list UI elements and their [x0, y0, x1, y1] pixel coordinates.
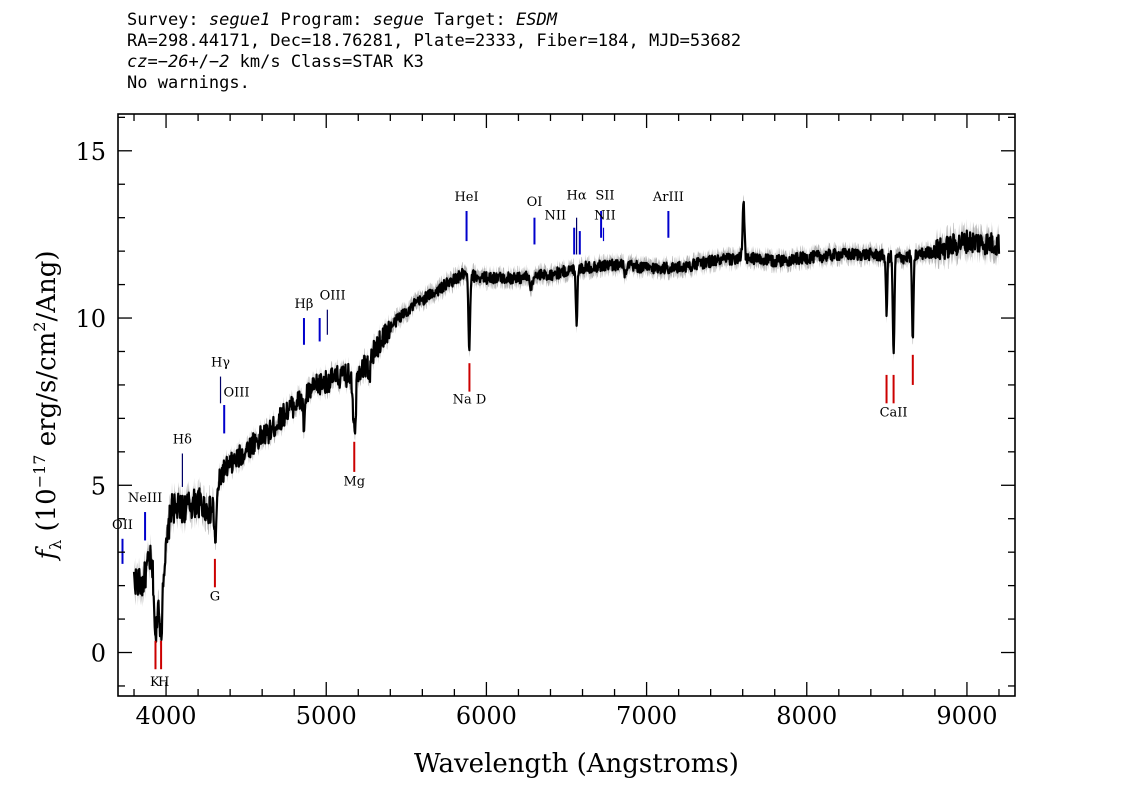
absorption-label-2: G: [210, 590, 220, 605]
absorption-label-0: K: [150, 675, 160, 690]
y-tick-label-10: 10: [75, 305, 106, 333]
absorption-label-4: Na D: [453, 392, 487, 407]
emission-label-11: Hα: [567, 188, 587, 203]
header-survey-run-4: Target:: [423, 10, 516, 30]
header-survey-run-2: Program:: [270, 10, 373, 30]
error-band-layer: [134, 194, 999, 654]
header-redshift-run-2: +/: [188, 52, 209, 72]
emission-label-4: OIII: [223, 386, 249, 401]
header-redshift-run-1: −26: [157, 52, 189, 72]
x-tick-label-8000: 8000: [776, 702, 837, 730]
emission-label-8: HeI: [454, 190, 478, 205]
emission-label-15: ArIII: [652, 190, 684, 205]
header-line-coordinates: RA=298.44171, Dec=18.76281, Plate=2333, …: [127, 31, 742, 51]
header-survey-run-1: segue1: [208, 10, 271, 30]
y-label-exp: −17: [30, 455, 49, 489]
emission-label-10: NII: [544, 208, 566, 223]
header-survey-run-5: ESDM: [515, 10, 557, 30]
emission-label-3: Hγ: [211, 356, 230, 371]
y-label-lambda: λ: [46, 540, 65, 550]
y-label-post: /Ang): [32, 250, 62, 321]
header-redshift-run-3: −2: [208, 52, 230, 72]
absorption-label-3: Mg: [343, 474, 365, 489]
spectrum-header: Survey: segue1 Program: segue Target: ES…: [127, 10, 741, 94]
header-survey-run-3: segue: [372, 10, 424, 30]
x-axis-label: Wavelength (Angstroms): [414, 749, 739, 779]
emission-label-14: NII: [594, 208, 616, 223]
absorption-label-1: H: [158, 675, 169, 690]
plot-frame: [117, 113, 1016, 697]
x-tick-label-7000: 7000: [616, 702, 677, 730]
emission-label-0: OII: [112, 518, 133, 533]
y-tick-label-5: 5: [91, 472, 106, 500]
x-tick-label-6000: 6000: [456, 702, 517, 730]
emission-label-13: SII: [595, 188, 614, 203]
error-band: [134, 194, 999, 654]
y-tick-label-15: 15: [75, 138, 106, 166]
x-tick-label-9000: 9000: [936, 702, 997, 730]
header-line-survey: Survey: segue1 Program: segue Target: ES…: [127, 10, 741, 31]
header-line-warnings: No warnings.: [127, 73, 250, 93]
y-label-sq: 2: [30, 322, 49, 332]
header-redshift-run-4: km/s Class=STAR K3: [229, 52, 424, 72]
x-tick-label-4000: 4000: [136, 702, 197, 730]
header-line-redshift: cz=−26+/−2 km/s Class=STAR K3: [127, 52, 741, 73]
axes: 4000 5000 6000 7000 8000 9000 0 5 10 15 Wavelength…: [30, 113, 1016, 779]
header-redshift-run-0: cz=: [127, 52, 158, 72]
emission-label-1: NeIII: [128, 491, 162, 506]
emission-label-6: OIII: [320, 289, 346, 304]
x-tick-label-5000: 5000: [296, 702, 357, 730]
flux-layer: [132, 200, 1001, 643]
y-tick-label-0: 0: [91, 640, 106, 668]
emission-label-9: OI: [527, 195, 543, 210]
y-label-mid: erg/s/cm: [32, 332, 62, 455]
emission-label-2: Hδ: [173, 432, 192, 447]
flux-line: [132, 200, 1001, 643]
absorption-label-5: CaII: [880, 406, 908, 421]
y-axis-label: fλ (10−17 erg/s/cm2/Ang): [30, 250, 65, 561]
emission-label-5: Hβ: [295, 297, 314, 312]
header-survey-run-0: Survey:: [127, 10, 209, 30]
y-label-pre: (10: [32, 488, 62, 540]
